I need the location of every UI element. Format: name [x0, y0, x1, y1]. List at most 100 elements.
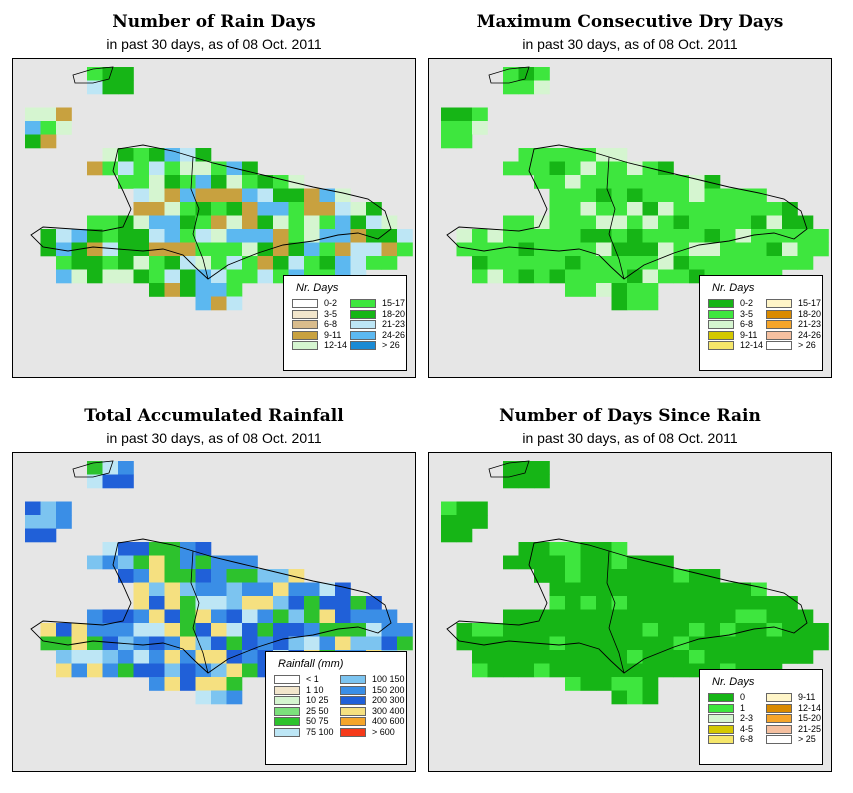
- legend-swatch: [708, 320, 734, 329]
- grid-cell: [242, 569, 258, 583]
- legend-label: > 26: [798, 340, 816, 350]
- grid-cell: [627, 188, 643, 203]
- grid-cell: [133, 542, 150, 556]
- grid-cell: [549, 663, 566, 678]
- grid-cell: [797, 256, 814, 270]
- grid-cell: [596, 542, 612, 556]
- legend-label: 15-17: [382, 298, 406, 308]
- grid-cell: [102, 474, 119, 489]
- grid-cell: [797, 242, 814, 257]
- grid-cell: [503, 663, 519, 678]
- grid-cell: [25, 107, 41, 122]
- grid-cell: [226, 269, 243, 284]
- grid-cell: [25, 528, 41, 543]
- grid-cell: [195, 215, 212, 230]
- grid-cell: [766, 596, 783, 610]
- grid-cell: [195, 555, 212, 570]
- grid-cell: [40, 107, 57, 122]
- grid-cell: [350, 229, 367, 243]
- grid-cell: [565, 623, 581, 637]
- grid-cell: [735, 609, 752, 624]
- grid-cell: [25, 134, 41, 149]
- grid-cell: [518, 215, 535, 230]
- map-grid: [25, 460, 413, 705]
- grid-cell: [273, 175, 289, 189]
- grid-cell: [472, 269, 488, 284]
- grid-cell: [642, 202, 659, 216]
- grid-cell: [720, 229, 736, 243]
- grid-cell: [518, 242, 535, 257]
- grid-cell: [642, 690, 659, 705]
- grid-cell: [180, 650, 196, 664]
- grid-cell: [180, 161, 196, 176]
- grid-cell: [596, 256, 612, 270]
- grid-cell: [226, 582, 243, 597]
- legend-label: 24-26: [382, 329, 406, 340]
- grid-cell: [580, 663, 597, 678]
- grid-cell: [211, 269, 227, 284]
- grid-cell: [766, 609, 783, 624]
- grid-cell: [689, 256, 705, 270]
- grid-cell: [56, 107, 72, 122]
- grid-cell: [195, 188, 212, 203]
- grid-cell: [735, 188, 752, 203]
- grid-cell: [381, 229, 398, 243]
- grid-cell: [102, 229, 119, 243]
- grid-cell: [164, 677, 181, 691]
- grid-cell: [211, 161, 227, 176]
- grid-cell: [596, 636, 612, 651]
- grid-cell: [720, 215, 736, 230]
- grid-cell: [596, 555, 612, 570]
- grid-cell: [704, 188, 721, 203]
- grid-cell: [611, 677, 628, 691]
- grid-cell: [689, 650, 705, 664]
- grid-cell: [472, 515, 488, 529]
- grid-cell: [40, 528, 57, 543]
- grid-cell: [257, 256, 274, 270]
- grid-cell: [366, 202, 382, 216]
- grid-cell: [534, 663, 550, 678]
- grid-cell: [751, 636, 767, 651]
- grid-cell: [797, 229, 814, 243]
- grid-cell: [257, 596, 274, 610]
- grid-cell: [673, 663, 690, 678]
- grid-cell: [596, 161, 612, 176]
- grid-cell: [149, 256, 165, 270]
- grid-cell: [335, 636, 351, 651]
- grid-cell: [642, 663, 659, 678]
- grid-cell: [766, 636, 783, 651]
- grid-cell: [565, 582, 581, 597]
- grid-cell: [102, 256, 119, 270]
- grid-cell: [627, 229, 643, 243]
- legend-label: 50 75: [306, 716, 329, 726]
- grid-cell: [56, 269, 72, 284]
- grid-cell: [720, 609, 736, 624]
- country-border: [606, 550, 625, 674]
- grid-cell: [381, 636, 398, 651]
- grid-cell: [627, 690, 643, 705]
- grid-cell: [704, 242, 721, 257]
- grid-cell: [782, 202, 798, 216]
- grid-cell: [40, 501, 57, 516]
- legend-swatch: [274, 727, 300, 737]
- grid-cell: [87, 215, 103, 230]
- grid-cell: [195, 161, 212, 176]
- grid-cell: [704, 215, 721, 230]
- grid-cell: [87, 555, 103, 570]
- grid-cell: [611, 161, 628, 176]
- grid-cell: [304, 609, 320, 624]
- legend-title: Rainfall (mm): [278, 658, 344, 670]
- grid-cell: [102, 148, 119, 162]
- grid-cell: [242, 202, 258, 216]
- grid-cell: [164, 283, 181, 297]
- grid-cell: [580, 229, 597, 243]
- grid-cell: [56, 515, 72, 529]
- grid-cell: [627, 256, 643, 270]
- grid-cell: [596, 650, 612, 664]
- grid-cell: [472, 501, 488, 516]
- panel-subtitle: in past 30 days, as of 08 Oct. 2011: [522, 36, 738, 52]
- grid-cell: [487, 269, 504, 284]
- grid-cell: [242, 175, 258, 189]
- grid-cell: [164, 215, 181, 230]
- grid-cell: [766, 202, 783, 216]
